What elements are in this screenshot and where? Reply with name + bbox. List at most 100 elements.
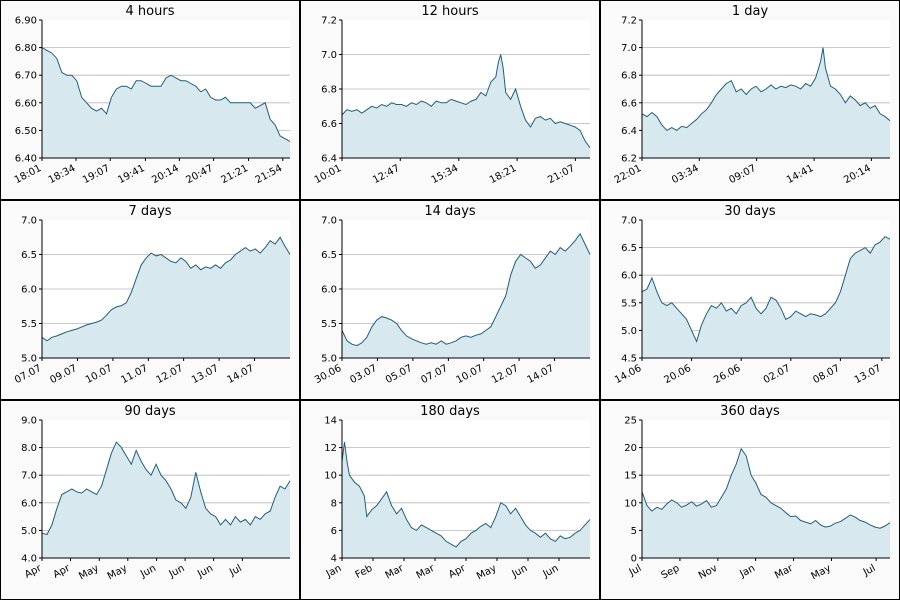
y-tick-label: 6.0 [621, 271, 637, 282]
chart-panel-360-days: 0 5 10 15 20 25 Jul Sep Nov Jan Mar May Jul 360 days [600, 400, 900, 600]
x-tick-label: Jul [227, 563, 244, 579]
y-tick-label: 6.5 [21, 250, 37, 261]
y-tick-label: 6.50 [15, 126, 37, 137]
series-line [41, 236, 291, 342]
chart-title-180-days: 180 days [420, 404, 480, 419]
y-tick-label: 8.0 [21, 443, 37, 454]
y-tick-label: 6.8 [321, 85, 337, 96]
series-area [42, 442, 290, 558]
chart-title-7-days: 7 days [128, 204, 171, 219]
y-tick-label: 25 [624, 416, 637, 427]
series-area [642, 448, 890, 558]
y-tick-label: 6.6 [621, 98, 637, 109]
y-tick-label: 6.40 [15, 154, 37, 165]
y-tick-label: 5.0 [321, 354, 337, 365]
chart-title-90-days: 90 days [124, 404, 176, 419]
x-tick-label: Jul [627, 563, 644, 579]
y-tick-label: 6.80 [15, 43, 37, 54]
y-tick-label: 10 [624, 498, 637, 509]
chart-title-30-days: 30 days [724, 204, 776, 219]
y-tick-label: 5.0 [21, 354, 37, 365]
y-tick-label: 5.5 [621, 298, 637, 309]
y-tick-label: 6.5 [621, 243, 637, 254]
y-tick-label: 7.0 [321, 50, 337, 61]
chart-panel-1-day: 6.2 6.4 6.6 6.8 7.0 7.2 22:01 03:34 09:07 14:41 20… [600, 0, 900, 200]
y-tick-label: 6.0 [21, 498, 37, 509]
y-tick-label: 4.5 [621, 354, 637, 365]
y-tick-label: 7.2 [321, 16, 337, 27]
series-area [642, 236, 890, 358]
series-area [342, 54, 590, 158]
y-tick-label: 14 [324, 416, 337, 427]
chart-30-days: 4.55.05.56.06.57.014.06 20.06 26.06 02.07 08… [600, 200, 900, 400]
y-tick-label: 6.0 [21, 285, 37, 296]
y-tick-label: 7.0 [621, 43, 637, 54]
chart-title-12-hours: 12 hours [421, 4, 478, 19]
series-area [342, 233, 590, 358]
chart-panel-14-days: 5.0 5.5 6.0 6.5 7.0 30.06 03.07 05.07 07.07 10.07… [300, 200, 600, 400]
series-line [641, 47, 891, 132]
y-tick-label: 7.0 [21, 471, 37, 482]
y-tick-label: 6.6 [321, 119, 337, 130]
chart-title-360-days: 360 days [720, 404, 780, 419]
y-tick-label: 6.60 [15, 98, 37, 109]
series-line [41, 47, 291, 142]
y-tick-label: 6.90 [15, 16, 37, 27]
series-line [641, 235, 891, 343]
y-tick-label: 6.4 [621, 126, 637, 137]
series-line [341, 232, 591, 347]
y-tick-label: 4.0 [21, 554, 37, 565]
chart-panel-30-days: 4.5 5.0 5.5 6.0 6.5 7.0 14.06 20.06 26.06 02.07 08… [600, 200, 900, 400]
y-tick-label: 5.5 [21, 319, 37, 330]
chart-7-days: 5.05.56.06.57.007.07 09.07 10.07 11.07 12.07… [0, 200, 300, 400]
y-tick-label: 4 [331, 554, 337, 565]
y-tick-label: 15 [624, 471, 637, 482]
series-line [641, 447, 891, 529]
y-tick-label: 7.0 [621, 216, 637, 227]
chart-title-14-days: 14 days [424, 204, 476, 219]
series-area [42, 47, 290, 158]
y-tick-label: 5 [631, 526, 637, 537]
y-tick-label: 6.2 [621, 154, 637, 165]
y-tick-label: 6.5 [321, 250, 337, 261]
chart-panel-90-days: 4.0 5.0 6.0 7.0 8.0 9.0 Apr Apr May May Jun Jun Jun J… [0, 400, 300, 600]
y-tick-label: 6 [331, 526, 337, 537]
series-area [642, 47, 890, 158]
y-tick-label: 5.0 [621, 326, 637, 337]
series-area [42, 237, 290, 358]
series-line [41, 441, 291, 536]
y-tick-label: 6.70 [15, 71, 37, 82]
y-tick-label: 9.0 [21, 416, 37, 427]
chart-title-4-hours: 4 hours [126, 4, 175, 19]
chart-panel-4-hours: 6.40 6.50 6.60 6.70 6.80 6.90 18:01 18:34 19:07 1… [0, 0, 300, 200]
series-line [341, 54, 591, 148]
y-tick-label: 6.8 [621, 71, 637, 82]
chart-title-1-day: 1 day [732, 4, 769, 19]
y-tick-label: 0 [631, 554, 637, 565]
y-tick-label: 5.5 [321, 319, 337, 330]
chart-panel-7-days: 5.0 5.5 6.0 6.5 7.0 07.07 09.07 10.07 11.07 12.07… [0, 200, 300, 400]
y-tick-label: 7.0 [21, 216, 37, 227]
chart-panel-12-hours: 6.4 6.6 6.8 7.0 7.2 10:01 12:47 15:34 18:21 21:07… [300, 0, 600, 200]
y-tick-label: 8 [331, 498, 337, 509]
series-area [342, 442, 590, 558]
y-tick-label: 6.0 [321, 285, 337, 296]
series-line [341, 442, 591, 548]
chart-12-hours: 6.46.66.87.07.210:01 12:47 15:34 18:21 21:07… [300, 0, 600, 200]
y-tick-label: 12 [324, 443, 337, 454]
y-tick-label: 7.2 [621, 16, 637, 27]
x-tick-label: Jul [861, 563, 878, 579]
chart-1-day: 6.26.46.66.87.07.222:01 03:34 09:07 14:41 20… [600, 0, 900, 200]
y-tick-label: 20 [624, 443, 637, 454]
chart-14-days: 5.05.56.06.57.030.06 03.07 05.07 07.07 10.07… [300, 200, 600, 400]
y-tick-label: 10 [324, 471, 337, 482]
y-tick-label: 6.4 [321, 154, 337, 165]
y-tick-label: 5.0 [21, 526, 37, 537]
y-tick-label: 7.0 [321, 216, 337, 227]
chart-panel-180-days: 4 6 8 10 12 14 Jan Feb Mar Mar Apr May Jun Jun 180 day… [300, 400, 600, 600]
